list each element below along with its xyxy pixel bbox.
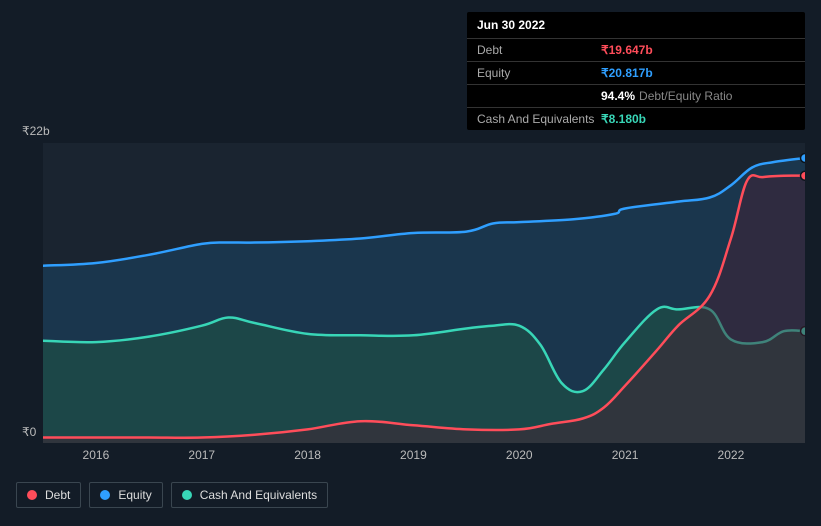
x-axis-label: 2020 (506, 448, 533, 462)
chart-svg (43, 143, 805, 443)
x-axis-label: 2021 (612, 448, 639, 462)
x-axis-label: 2019 (400, 448, 427, 462)
y-axis-label-max: ₹22b (22, 124, 50, 138)
tooltip-row-ratio: 94.4%Debt/Equity Ratio (467, 84, 805, 107)
tooltip-row-equity: Equity ₹20.817b (467, 61, 805, 84)
y-axis-label-min: ₹0 (22, 425, 36, 439)
tooltip-row-debt: Debt ₹19.647b (467, 38, 805, 61)
chart-tooltip: Jun 30 2022 Debt ₹19.647b Equity ₹20.817… (467, 12, 805, 130)
tooltip-value: ₹8.180b (601, 112, 646, 126)
chart-plot-area[interactable] (43, 143, 805, 443)
tooltip-label: Cash And Equivalents (477, 112, 601, 126)
x-axis-label: 2022 (718, 448, 745, 462)
legend-label: Debt (45, 488, 70, 502)
tooltip-date: Jun 30 2022 (467, 12, 805, 38)
x-axis-label: 2018 (294, 448, 321, 462)
legend-swatch (27, 490, 37, 500)
x-axis: 2016 2017 2018 2019 2020 2021 2022 (43, 448, 805, 468)
tooltip-value: ₹19.647b (601, 43, 653, 57)
legend-item-cash[interactable]: Cash And Equivalents (171, 482, 328, 508)
tooltip-row-cash: Cash And Equivalents ₹8.180b (467, 107, 805, 130)
legend-swatch (100, 490, 110, 500)
tooltip-label (477, 89, 601, 103)
legend-swatch (182, 490, 192, 500)
tooltip-ratio: 94.4%Debt/Equity Ratio (601, 89, 732, 103)
x-axis-label: 2017 (188, 448, 215, 462)
chart-container: { "tooltip": { "date": "Jun 30 2022", "r… (0, 0, 821, 526)
legend-label: Cash And Equivalents (200, 488, 317, 502)
legend-label: Equity (118, 488, 151, 502)
chart-legend: Debt Equity Cash And Equivalents (16, 482, 328, 508)
legend-item-equity[interactable]: Equity (89, 482, 162, 508)
tooltip-value: ₹20.817b (601, 66, 653, 80)
x-axis-label: 2016 (83, 448, 110, 462)
tooltip-label: Equity (477, 66, 601, 80)
legend-item-debt[interactable]: Debt (16, 482, 81, 508)
tooltip-label: Debt (477, 43, 601, 57)
